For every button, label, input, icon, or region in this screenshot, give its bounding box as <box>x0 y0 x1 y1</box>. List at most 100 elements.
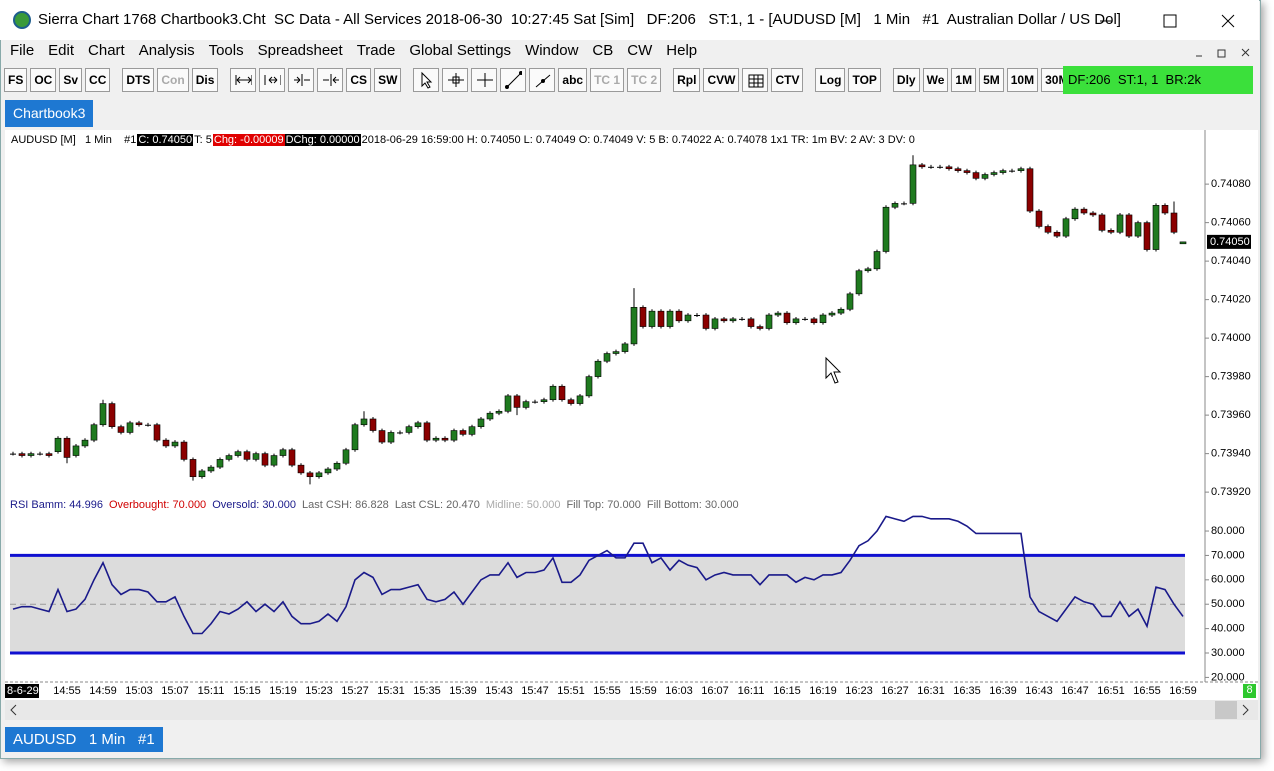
x-tick-label: 15:03 <box>125 685 153 697</box>
tool-button[interactable]: Log <box>815 68 846 92</box>
tool-button[interactable]: Dly <box>892 68 920 92</box>
icon-button[interactable] <box>288 68 315 92</box>
scroll-arrows[interactable] <box>10 704 1249 716</box>
tool-button[interactable]: 1M <box>951 68 977 92</box>
candle-body <box>81 439 89 447</box>
tool-button[interactable]: Dis <box>191 68 219 92</box>
tool-button[interactable]: Sv <box>59 68 83 92</box>
tool-button[interactable]: SW <box>374 68 402 92</box>
x-tick-label: 16:39 <box>989 685 1017 697</box>
candle-body <box>765 314 773 329</box>
menu-item[interactable]: Edit <box>48 42 75 59</box>
tool-button[interactable]: abc <box>558 68 588 92</box>
legend-item: Midline: 50.000 <box>485 499 561 511</box>
candle-body <box>819 314 827 324</box>
info-field: Chg: -0.00009 <box>212 134 285 146</box>
x-tick-label: 16:27 <box>881 685 909 697</box>
menu-item[interactable]: Analysis <box>138 42 195 59</box>
y-tick-label: 70.000 <box>1211 549 1245 561</box>
tool-button[interactable]: OC <box>30 68 57 92</box>
icon-button[interactable] <box>317 68 344 92</box>
tool-button[interactable]: We <box>922 68 949 92</box>
y-tick-label: 0.73940 <box>1211 448 1251 460</box>
tool-button[interactable]: Rpl <box>673 68 701 92</box>
candle-body <box>522 401 530 408</box>
icon-button[interactable] <box>259 68 286 92</box>
tool-button[interactable]: CC <box>85 68 111 92</box>
icon-button[interactable] <box>413 68 440 92</box>
tool-button[interactable]: CVW <box>703 68 740 92</box>
legend-item: Oversold: 30.000 <box>212 499 296 511</box>
x-tick-label: 16:59 <box>1169 685 1197 697</box>
chartbook-tab[interactable]: Chartbook3 <box>5 100 94 127</box>
candle-body <box>10 453 16 455</box>
menu-item[interactable]: Global Settings <box>409 42 512 59</box>
tool-button[interactable]: Con <box>157 68 189 92</box>
chart-tab[interactable]: AUDUSD 1 Min #1 <box>5 727 163 752</box>
candle-body <box>675 310 683 322</box>
tool-button[interactable]: 5M <box>979 68 1004 92</box>
menu-item[interactable]: File <box>10 42 35 59</box>
tool-button[interactable]: 10M <box>1006 68 1039 92</box>
tool-button[interactable]: CTV <box>771 68 804 92</box>
study-legend: RSI Bamm: 44.996 Overbought: 70.000 Overso… <box>10 498 745 512</box>
menu-item[interactable]: Window <box>525 42 579 59</box>
candle-body <box>1179 241 1187 245</box>
candle-body <box>540 399 548 402</box>
scroll-thumb[interactable] <box>1215 701 1237 719</box>
icon-button[interactable] <box>742 68 769 92</box>
icon-button[interactable] <box>471 68 498 92</box>
y-tick-label: 30.000 <box>1211 647 1245 659</box>
date-label-bg <box>5 684 39 698</box>
candle-body <box>288 449 296 466</box>
mouse-cursor <box>825 356 842 384</box>
tool-button[interactable]: TOP <box>848 68 881 92</box>
icon-button[interactable] <box>529 68 556 92</box>
candle-body <box>1161 205 1169 214</box>
menu-item[interactable]: CB <box>592 42 614 59</box>
candle-body <box>981 174 989 179</box>
candle-body <box>1170 212 1178 233</box>
candle-body <box>333 462 341 470</box>
candle-body <box>171 441 179 447</box>
scrollbar[interactable] <box>5 700 1258 720</box>
x-tick-label: 15:59 <box>629 685 657 697</box>
tool-button[interactable]: TC 2 <box>627 68 662 92</box>
menu-item[interactable]: Tools <box>208 42 244 59</box>
tool-button[interactable]: CS <box>346 68 372 92</box>
icon-button[interactable] <box>442 68 469 92</box>
x-tick-label: 16:51 <box>1097 685 1125 697</box>
tool-button[interactable]: TC 1 <box>590 68 625 92</box>
menu-item[interactable]: Trade <box>356 42 396 59</box>
candle-body <box>270 455 278 466</box>
candle-body <box>694 315 700 317</box>
menu-item[interactable]: Chart <box>88 42 125 59</box>
window-controls[interactable] <box>1080 0 1260 40</box>
menu-item[interactable]: Help <box>666 42 698 59</box>
icon-button[interactable] <box>500 68 527 92</box>
candle-body <box>369 418 377 431</box>
y-tick-label: 50.000 <box>1211 598 1245 610</box>
candle-body <box>459 430 467 435</box>
candle-body <box>630 307 638 345</box>
candle-body <box>198 470 206 478</box>
tool-button[interactable]: DTS <box>122 68 155 92</box>
x-tick-label: 16:03 <box>665 685 693 697</box>
x-tick-label: 15:31 <box>377 685 405 697</box>
tool-button[interactable]: FS <box>4 68 28 92</box>
menu-item[interactable]: Spreadsheet <box>257 42 343 59</box>
icon-button[interactable] <box>230 68 257 92</box>
candle-body <box>648 310 656 327</box>
candle-body <box>1035 210 1043 227</box>
mdi-controls[interactable] <box>1188 44 1258 64</box>
candle-body <box>945 166 953 170</box>
candle-body <box>405 426 413 433</box>
candle-body <box>558 385 566 401</box>
candle-body <box>117 426 125 433</box>
candle-body <box>639 307 647 327</box>
candle-body <box>1080 208 1088 214</box>
menu-item[interactable]: CW <box>627 42 653 59</box>
legend-item: Fill Top: 70.000 <box>566 499 641 511</box>
